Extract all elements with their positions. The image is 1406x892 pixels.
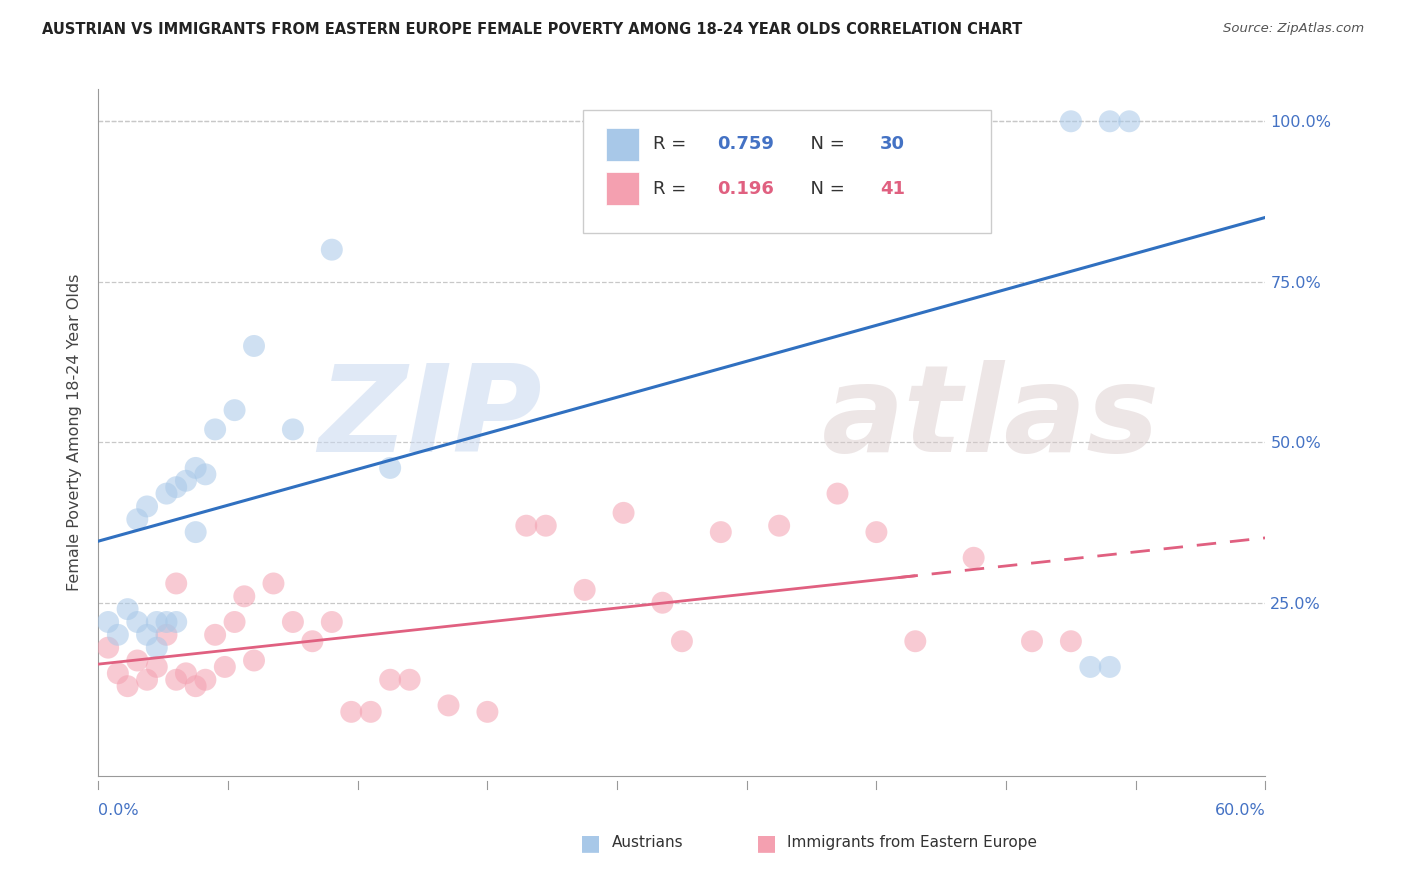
Text: N =: N = [799, 136, 851, 153]
Point [97, 640, 120, 655]
Point [243, 339, 266, 353]
Point [1021, 634, 1043, 648]
Point [243, 653, 266, 667]
Point [865, 525, 887, 540]
FancyBboxPatch shape [606, 128, 638, 161]
Point [398, 673, 420, 687]
Point [224, 615, 246, 629]
Text: 30: 30 [880, 136, 905, 153]
Point [165, 615, 187, 629]
Point [904, 634, 927, 648]
Point [204, 422, 226, 436]
Point [97, 615, 120, 629]
Text: ■: ■ [581, 833, 600, 853]
Point [437, 698, 460, 713]
Point [612, 506, 634, 520]
Text: 0.759: 0.759 [717, 136, 773, 153]
Text: 41: 41 [880, 180, 905, 198]
Point [146, 660, 169, 674]
Point [574, 582, 596, 597]
Text: ZIP: ZIP [318, 360, 541, 477]
Point [127, 615, 149, 629]
Point [378, 461, 402, 475]
Text: ■: ■ [756, 833, 776, 853]
Point [827, 486, 849, 500]
Point [1098, 114, 1121, 128]
Text: R =: R = [652, 136, 692, 153]
Point [224, 403, 246, 417]
Point [155, 486, 177, 500]
Point [1118, 114, 1140, 128]
Point [301, 634, 323, 648]
Point [204, 628, 226, 642]
Text: AUSTRIAN VS IMMIGRANTS FROM EASTERN EUROPE FEMALE POVERTY AMONG 18-24 YEAR OLDS : AUSTRIAN VS IMMIGRANTS FROM EASTERN EURO… [42, 22, 1022, 37]
Text: Austrians: Austrians [612, 836, 683, 850]
Text: atlas: atlas [823, 360, 1160, 477]
Point [962, 550, 984, 565]
Point [127, 512, 149, 526]
Point [117, 679, 139, 693]
Point [107, 628, 129, 642]
Point [321, 615, 343, 629]
Point [146, 640, 169, 655]
Point [107, 666, 129, 681]
Point [378, 673, 402, 687]
Point [233, 590, 256, 604]
Point [477, 705, 499, 719]
Text: 0.0%: 0.0% [98, 803, 139, 818]
Text: N =: N = [799, 180, 851, 198]
Point [612, 114, 634, 128]
Point [1060, 114, 1083, 128]
Point [174, 666, 197, 681]
Text: R =: R = [652, 180, 692, 198]
Point [281, 615, 304, 629]
Text: 0.196: 0.196 [717, 180, 773, 198]
Point [174, 474, 197, 488]
Point [194, 467, 217, 482]
Point [671, 634, 693, 648]
Point [136, 500, 159, 514]
Point [262, 576, 284, 591]
Point [184, 461, 207, 475]
Point [515, 518, 537, 533]
Point [184, 679, 207, 693]
Point [136, 673, 159, 687]
Point [651, 596, 673, 610]
Point [281, 422, 304, 436]
Point [155, 628, 177, 642]
Y-axis label: Female Poverty Among 18-24 Year Olds: Female Poverty Among 18-24 Year Olds [66, 274, 82, 591]
Point [1098, 660, 1121, 674]
Point [155, 615, 177, 629]
Point [360, 705, 382, 719]
FancyBboxPatch shape [606, 172, 638, 205]
Point [194, 673, 217, 687]
Point [117, 602, 139, 616]
Point [1060, 634, 1083, 648]
Point [710, 525, 733, 540]
Point [165, 673, 187, 687]
Point [165, 576, 187, 591]
Point [146, 615, 169, 629]
Point [904, 114, 927, 128]
Point [321, 243, 343, 257]
Point [214, 660, 236, 674]
Point [184, 525, 207, 540]
Point [165, 480, 187, 494]
Text: Source: ZipAtlas.com: Source: ZipAtlas.com [1223, 22, 1364, 36]
Point [127, 653, 149, 667]
Point [340, 705, 363, 719]
Point [768, 518, 790, 533]
Point [534, 518, 557, 533]
Point [136, 628, 159, 642]
Text: Immigrants from Eastern Europe: Immigrants from Eastern Europe [787, 836, 1038, 850]
FancyBboxPatch shape [582, 110, 991, 234]
Text: 60.0%: 60.0% [1215, 803, 1265, 818]
Point [1080, 660, 1102, 674]
